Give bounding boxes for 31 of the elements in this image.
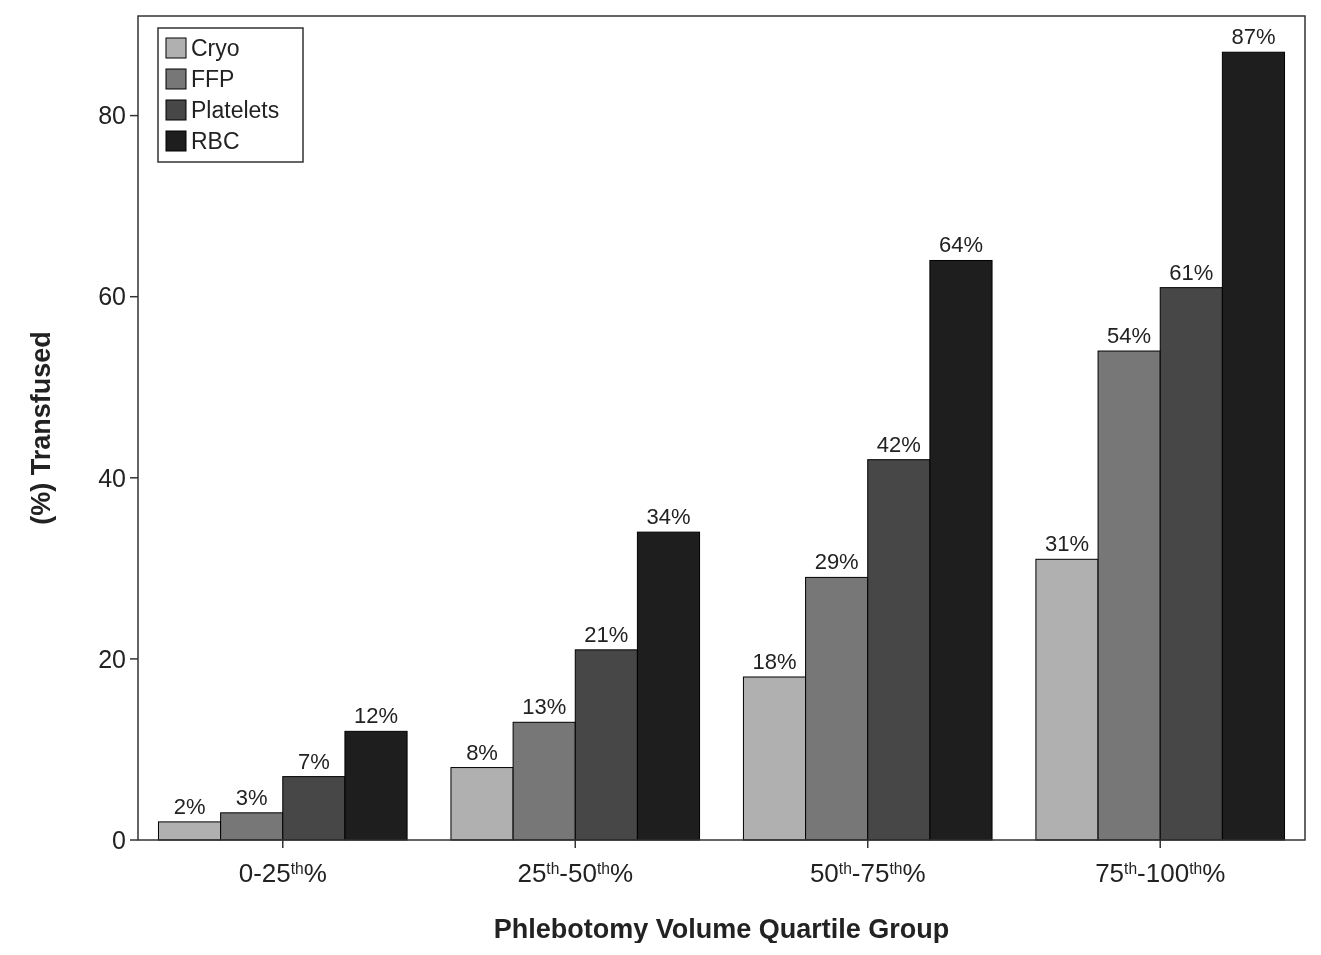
data-label: 12% <box>353 703 399 729</box>
x-tick-label: 50$^{th}$-75$^{th}$% <box>809 858 926 888</box>
legend-label: Platelets <box>191 97 280 124</box>
data-label: 21% <box>584 621 629 647</box>
data-label: 61% <box>1169 259 1214 285</box>
data-label: 13% <box>522 694 567 720</box>
y-tick-label: 80 <box>98 101 126 130</box>
data-label: 31% <box>1044 531 1090 557</box>
y-tick-label: 0 <box>112 825 126 854</box>
x-tick-label: 75$^{th}$-100$^{th}$% <box>1095 858 1226 888</box>
legend-label: RBC <box>191 128 240 155</box>
data-label: 42% <box>876 431 921 457</box>
y-tick-label: 60 <box>98 282 126 311</box>
legend-label: Cryo <box>191 35 240 62</box>
data-label: 34% <box>646 504 691 530</box>
x-tick-label: 25$^{th}$-50$^{th}$% <box>517 858 634 888</box>
data-label: 54% <box>1107 323 1152 349</box>
legend-label: FFP <box>191 66 235 93</box>
x-axis-title: Phlebotomy Volume Quartile Group <box>493 914 950 944</box>
x-tick-label: 0-25$^{th}$% <box>238 858 327 888</box>
data-label: 18% <box>752 649 797 675</box>
y-axis-title: (%) Transfused <box>26 331 56 525</box>
y-tick-label: 20 <box>98 644 126 673</box>
data-label: 29% <box>814 549 859 575</box>
data-label: 3% <box>235 784 268 810</box>
y-tick-label: 40 <box>98 463 126 492</box>
data-label: 7% <box>297 748 330 774</box>
data-label: 64% <box>938 232 983 258</box>
data-label: 2% <box>173 793 206 819</box>
data-label: 87% <box>1231 24 1276 50</box>
data-label: 8% <box>466 739 498 765</box>
